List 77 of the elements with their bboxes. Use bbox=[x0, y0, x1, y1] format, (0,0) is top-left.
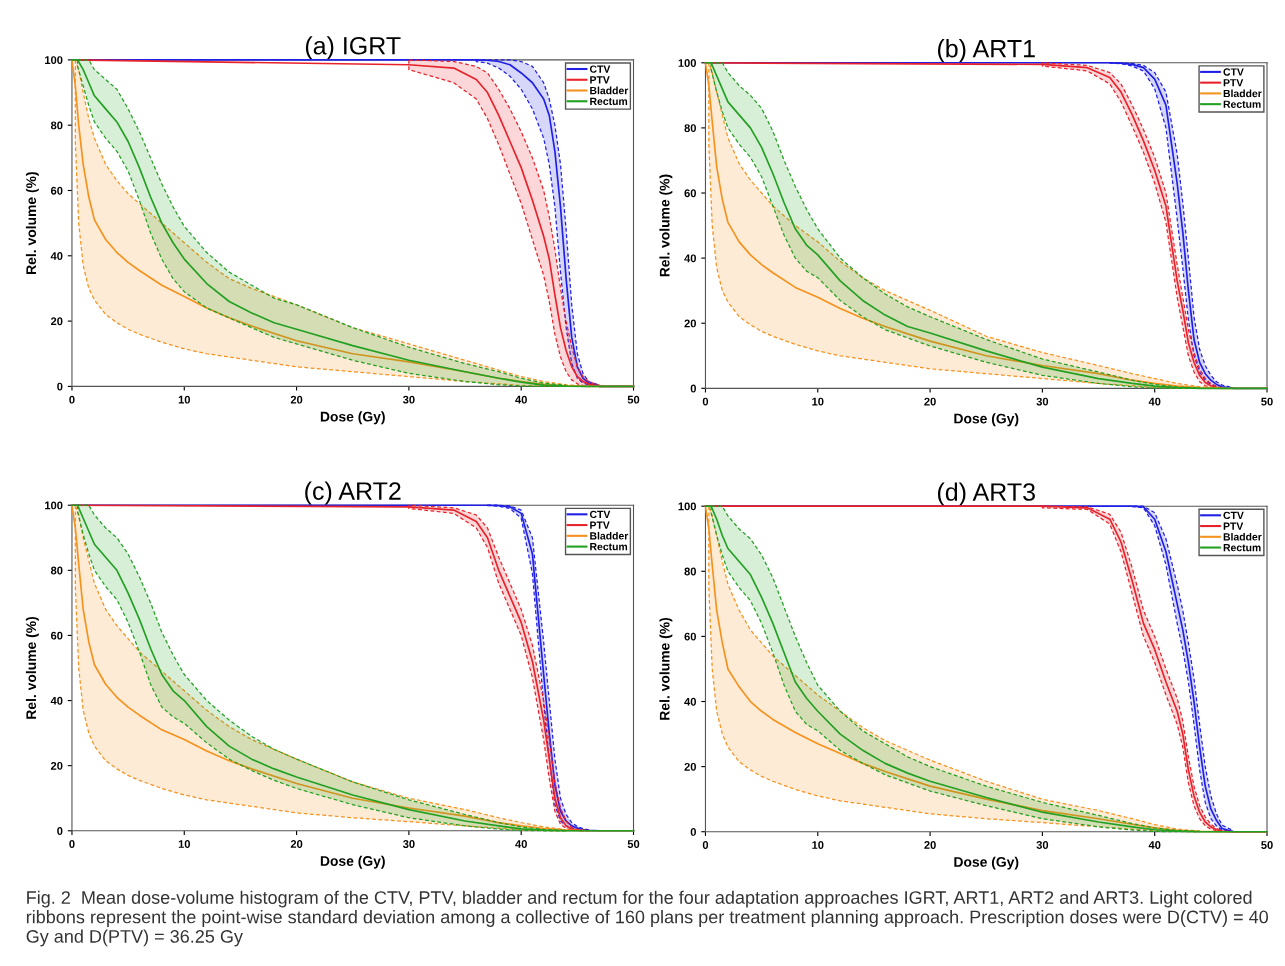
y-tick-label: 100 bbox=[678, 502, 696, 511]
x-tick-label: 50 bbox=[1261, 397, 1273, 406]
x-tick-label: 40 bbox=[1148, 397, 1161, 406]
x-tick-label: 40 bbox=[1148, 841, 1161, 849]
legend-label: Bladder bbox=[590, 86, 629, 95]
x-tick-label: 30 bbox=[402, 395, 415, 404]
y-tick-label: 80 bbox=[50, 121, 63, 130]
legend-label: PTV bbox=[590, 76, 610, 84]
x-tick-label: 40 bbox=[515, 395, 527, 404]
y-tick-label: 0 bbox=[57, 382, 63, 391]
y-tick-label: 40 bbox=[684, 697, 696, 706]
x-tick-label: 50 bbox=[627, 840, 640, 848]
y-tick-label: 0 bbox=[690, 827, 696, 836]
y-tick-label: 40 bbox=[50, 696, 63, 705]
legend-label: Bladder bbox=[1223, 532, 1262, 541]
x-tick-label: 10 bbox=[178, 840, 190, 848]
x-tick-label: 0 bbox=[69, 395, 75, 404]
y-tick-label: 0 bbox=[690, 384, 696, 393]
y-tick-label: 100 bbox=[45, 56, 63, 65]
y-tick-label: 80 bbox=[684, 567, 696, 576]
y-tick-label: 60 bbox=[684, 632, 696, 641]
y-tick-label: 40 bbox=[50, 252, 63, 260]
legend-label: Rectum bbox=[1223, 544, 1261, 552]
legend-label: CTV bbox=[589, 65, 611, 73]
y-axis-title: Rel. volume (%) bbox=[659, 617, 673, 720]
x-tick-label: 50 bbox=[1261, 841, 1273, 849]
y-axis-title: Rel. volume (%) bbox=[25, 616, 39, 719]
x-tick-label: 20 bbox=[290, 395, 303, 404]
x-tick-label: 10 bbox=[812, 397, 824, 406]
x-tick-label: 10 bbox=[812, 841, 824, 849]
y-tick-label: 60 bbox=[50, 186, 63, 195]
chart-title: (c) ART2 bbox=[305, 481, 401, 505]
y-tick-label: 40 bbox=[684, 254, 696, 263]
chart-title: (a) IGRT bbox=[305, 36, 401, 60]
legend-label: Rectum bbox=[590, 97, 628, 106]
caption: Fig. 2 Mean dose-volume histogram of the CTV, PTV, bladder and rectum for the four adaptation approaches IGRT, ART1, ART2 and ART3. Light colored ribbons represent the point-wise standard deviation among a collective of 160 plans per treatment planning approach. Prescription doses were D(CTV) = 40 Gy and D(PTV) = 36.25 Gy bbox=[26, 890, 1269, 947]
x-tick-label: 30 bbox=[1036, 841, 1049, 849]
legend-label: Rectum bbox=[590, 543, 628, 551]
x-tick-label: 0 bbox=[69, 840, 75, 848]
legend-label: CTV bbox=[1223, 511, 1244, 520]
x-tick-label: 10 bbox=[178, 395, 190, 404]
legend-label: CTV bbox=[589, 510, 611, 519]
y-tick-label: 80 bbox=[684, 124, 696, 133]
y-tick-label: 60 bbox=[684, 189, 696, 198]
x-axis-title: Dose (Gy) bbox=[320, 855, 385, 869]
x-tick-label: 20 bbox=[290, 840, 303, 848]
y-tick-label: 20 bbox=[684, 319, 696, 328]
y-tick-label: 80 bbox=[50, 566, 63, 575]
legend-label: PTV bbox=[1223, 79, 1244, 87]
legend-label: PTV bbox=[590, 521, 610, 529]
chart-title: (d) ART3 bbox=[938, 482, 1035, 506]
y-axis-title: Rel. volume (%) bbox=[659, 174, 673, 277]
x-tick-label: 20 bbox=[924, 841, 936, 849]
legend-label: Bladder bbox=[590, 531, 629, 540]
legend-label: Rectum bbox=[1223, 100, 1261, 108]
x-tick-label: 30 bbox=[402, 840, 415, 848]
y-tick-label: 60 bbox=[50, 631, 63, 640]
y-tick-label: 0 bbox=[57, 827, 63, 835]
x-axis-title: Dose (Gy) bbox=[954, 413, 1019, 427]
y-tick-label: 100 bbox=[678, 59, 696, 67]
chart-title: (b) ART1 bbox=[938, 39, 1035, 63]
x-tick-label: 40 bbox=[515, 840, 527, 848]
x-tick-label: 0 bbox=[702, 397, 709, 406]
y-tick-label: 100 bbox=[45, 501, 63, 510]
x-tick-label: 0 bbox=[702, 841, 709, 849]
y-tick-label: 20 bbox=[50, 317, 63, 326]
y-tick-label: 20 bbox=[50, 761, 63, 770]
y-tick-label: 20 bbox=[684, 762, 696, 771]
y-axis-title: Rel. volume (%) bbox=[25, 172, 39, 274]
x-tick-label: 20 bbox=[924, 397, 936, 406]
legend-label: CTV bbox=[1223, 68, 1244, 76]
x-tick-label: 50 bbox=[627, 395, 640, 404]
legend-label: PTV bbox=[1223, 522, 1244, 530]
x-axis-title: Dose (Gy) bbox=[320, 411, 385, 425]
x-axis-title: Dose (Gy) bbox=[954, 856, 1019, 870]
x-tick-label: 30 bbox=[1036, 397, 1049, 406]
legend-label: Bladder bbox=[1223, 89, 1262, 98]
